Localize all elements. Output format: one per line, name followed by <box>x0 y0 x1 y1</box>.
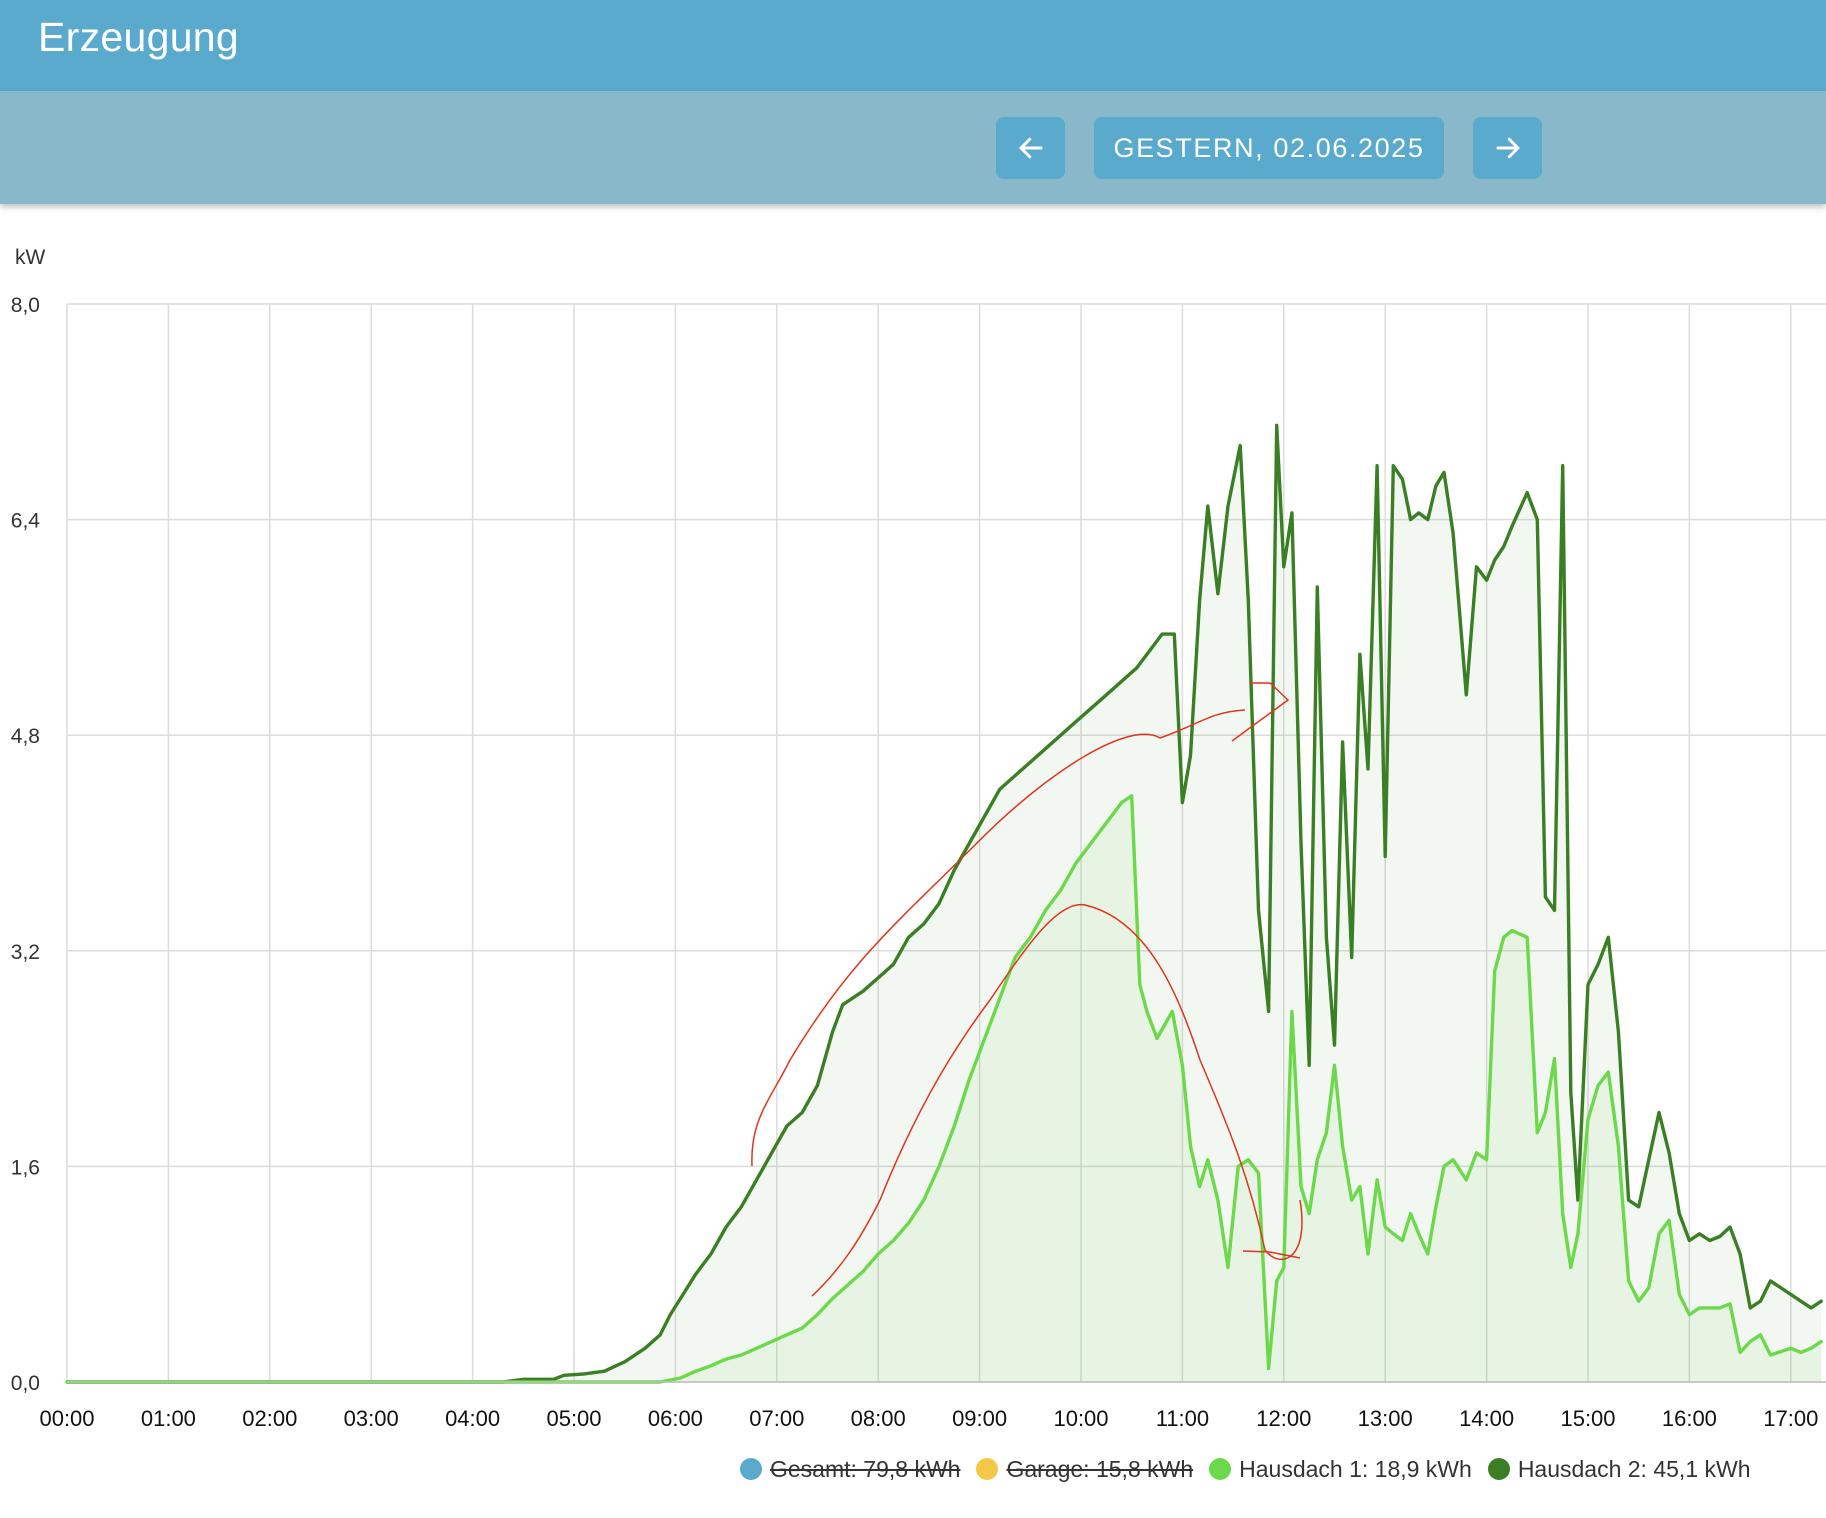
y-tick-label: 6,4 <box>11 510 41 533</box>
production-chart: 0,0 1,6 3,2 4,8 6,4 8,0 kW 00:00 01:00 02:00 03:00… <box>11 246 1826 1431</box>
legend-label-hausdach-2: Hausdach 2: 45,1 kWh <box>1517 1455 1751 1482</box>
legend-label-hausdach-1: Hausdach 1: 18,9 kWh <box>1239 1455 1472 1482</box>
arrow-right-icon <box>1496 137 1519 159</box>
line-hausdach-1 <box>65 794 1823 1384</box>
x-tick-label: 15:00 <box>1560 1406 1615 1431</box>
legend-dot-hausdach-2 <box>1487 1458 1510 1480</box>
legend-dot-hausdach-1 <box>1209 1458 1232 1480</box>
area-hausdach-2 <box>67 425 1822 1382</box>
next-day-button[interactable] <box>1473 117 1542 179</box>
x-tick-label: 09:00 <box>952 1406 1007 1431</box>
x-tick-label: 14:00 <box>1459 1406 1514 1431</box>
y-tick-label: 0,0 <box>11 1372 40 1395</box>
annotation-stroke <box>811 903 1303 1297</box>
chart-areas <box>67 425 1822 1382</box>
red-pen-annotations <box>751 682 1303 1297</box>
legend-dot-gesamt <box>740 1458 762 1480</box>
y-unit-label: kW <box>15 246 46 269</box>
x-tick-label: 07:00 <box>749 1406 804 1431</box>
x-tick-label: 17:00 <box>1763 1406 1818 1431</box>
legend-item-garage[interactable]: Garage: 15,8 kWh <box>976 1456 1193 1483</box>
y-tick-label: 3,2 <box>11 941 40 964</box>
x-tick-label: 10:00 <box>1053 1406 1108 1431</box>
page-title: Erzeugung <box>38 14 240 60</box>
x-tick-label: 04:00 <box>445 1406 500 1431</box>
y-tick-label: 8,0 <box>11 294 40 317</box>
x-tick-label: 05:00 <box>546 1406 601 1431</box>
y-tick-label: 4,8 <box>11 725 40 748</box>
app-header: Erzeugung <box>0 0 1826 91</box>
line-hausdach-2 <box>65 423 1823 1384</box>
y-tick-label: 1,6 <box>11 1156 40 1179</box>
area-hausdach-1 <box>67 795 1822 1382</box>
legend-label-garage: Garage: 15,8 kWh <box>1006 1455 1194 1482</box>
x-tick-label: 13:00 <box>1358 1406 1413 1431</box>
x-tick-label: 12:00 <box>1256 1406 1311 1431</box>
annotation-stroke <box>751 682 1290 1167</box>
x-tick-label: 08:00 <box>851 1406 906 1431</box>
chart-lines <box>65 423 1823 1384</box>
x-tick-label: 01:00 <box>141 1406 196 1431</box>
chart-axes: 0,0 1,6 3,2 4,8 6,4 8,0 kW 00:00 01:00 02:00 03:00… <box>11 246 1826 1431</box>
legend-label-gesamt: Gesamt: 79,8 kWh <box>770 1455 961 1482</box>
legend-item-hausdach-2[interactable]: Hausdach 2: 45,1 kWh <box>1487 1455 1751 1483</box>
legend-dot-garage <box>976 1458 999 1480</box>
x-tick-label: 02:00 <box>242 1406 297 1431</box>
date-picker-button[interactable]: GESTERN, 02.06.2025 <box>1094 117 1444 179</box>
arrow-left-icon <box>1019 137 1042 159</box>
x-tick-label: 03:00 <box>344 1406 399 1431</box>
legend-item-gesamt[interactable]: Gesamt: 79,8 kWh <box>740 1456 960 1483</box>
x-tick-label: 11:00 <box>1156 1406 1209 1431</box>
x-tick-label: 06:00 <box>648 1406 703 1431</box>
legend-item-hausdach-1[interactable]: Hausdach 1: 18,9 kWh <box>1209 1456 1472 1483</box>
x-tick-label: 16:00 <box>1662 1406 1717 1431</box>
x-tick-label: 00:00 <box>39 1406 94 1431</box>
previous-day-button[interactable] <box>996 117 1065 179</box>
chart-legend: Gesamt: 79,8 kWh Garage: 15,8 kWh Hausda… <box>740 1454 1767 1484</box>
chart-grid <box>66 303 1826 1383</box>
